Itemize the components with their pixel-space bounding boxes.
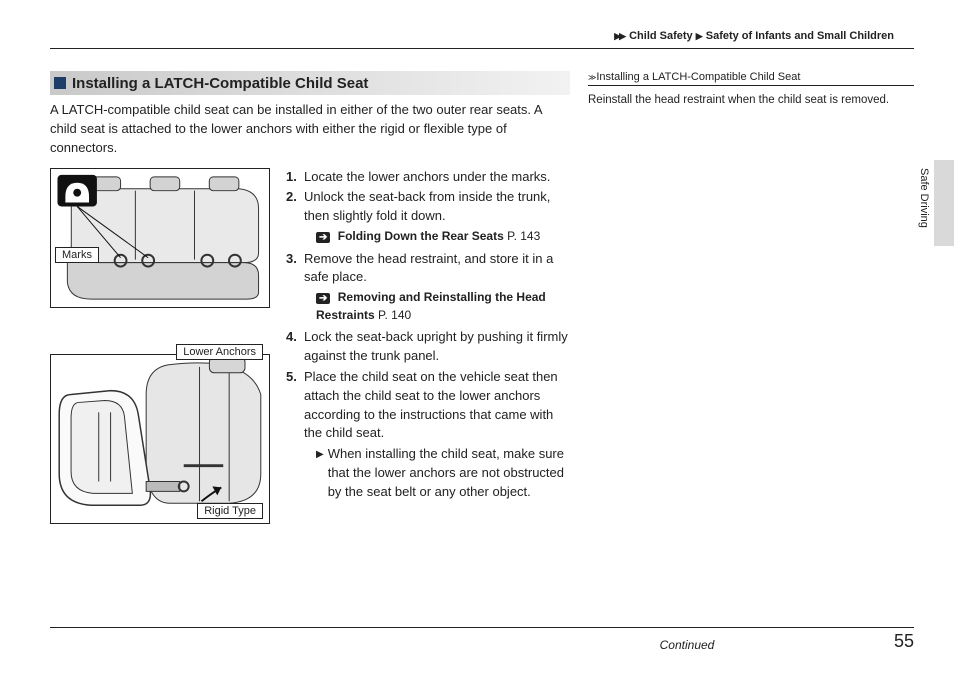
chapter-label: Safe Driving bbox=[918, 168, 930, 228]
xref-page: P. 140 bbox=[378, 308, 411, 322]
figure-and-steps: Marks bbox=[50, 168, 570, 524]
step-item: 3. Remove the head restraint, and store … bbox=[286, 250, 570, 288]
step-text: Place the child seat on the vehicle seat… bbox=[304, 368, 570, 443]
bullet-arrow-icon: ▶ bbox=[316, 448, 324, 502]
breadcrumb-arrow-icon: ▶▶ bbox=[614, 31, 624, 41]
step-number: 1. bbox=[286, 168, 304, 187]
heading-marker-icon bbox=[54, 77, 66, 89]
step-number: 3. bbox=[286, 250, 304, 288]
rule-top bbox=[50, 48, 914, 49]
step-text: Remove the head restraint, and store it … bbox=[304, 250, 570, 288]
xref-arrow-icon: ➔ bbox=[316, 293, 330, 304]
step-text: Unlock the seat-back from inside the tru… bbox=[304, 188, 570, 226]
figure-rigid-type: Lower Anchors Rigid Type bbox=[50, 354, 270, 524]
chapter-tab bbox=[934, 160, 954, 246]
breadcrumb-seg-2: Safety of Infants and Small Children bbox=[706, 30, 894, 42]
notes-arrow-icon: ≫ bbox=[588, 73, 594, 82]
xref-arrow-icon: ➔ bbox=[316, 232, 330, 243]
step-item: 2. Unlock the seat-back from inside the … bbox=[286, 188, 570, 226]
figure-label-marks: Marks bbox=[55, 247, 99, 263]
figure-column: Marks bbox=[50, 168, 270, 524]
continued-label: Continued bbox=[660, 638, 715, 652]
page-footer: Continued 55 bbox=[50, 631, 914, 652]
section-title: Installing a LATCH-Compatible Child Seat bbox=[72, 75, 368, 92]
steps-list: 1. Locate the lower anchors under the ma… bbox=[286, 168, 570, 524]
step-item: 1. Locate the lower anchors under the ma… bbox=[286, 168, 570, 187]
breadcrumb-seg-1: Child Safety bbox=[629, 30, 693, 42]
notes-column: ≫ Installing a LATCH-Compatible Child Se… bbox=[588, 71, 914, 524]
xref-page: P. 143 bbox=[507, 229, 540, 243]
cross-reference: ➔ Folding Down the Rear Seats P. 143 bbox=[316, 228, 570, 246]
breadcrumb: ▶▶ Child Safety ▶ Safety of Infants and … bbox=[50, 30, 914, 42]
main-column: Installing a LATCH-Compatible Child Seat… bbox=[50, 71, 570, 524]
child-seat-diagram-icon bbox=[51, 355, 269, 523]
cross-reference: ➔ Removing and Reinstalling the Head Res… bbox=[316, 289, 570, 324]
notes-title: Installing a LATCH-Compatible Child Seat bbox=[596, 71, 800, 83]
manual-page: ▶▶ Child Safety ▶ Safety of Infants and … bbox=[0, 0, 954, 674]
step-number: 4. bbox=[286, 328, 304, 366]
step-text: Lock the seat-back upright by pushing it… bbox=[304, 328, 570, 366]
figure-label-rigid-type: Rigid Type bbox=[197, 503, 263, 519]
page-number: 55 bbox=[894, 631, 914, 652]
step-item: 4. Lock the seat-back upright by pushing… bbox=[286, 328, 570, 366]
step-number: 2. bbox=[286, 188, 304, 226]
sub-bullet-text: When installing the child seat, make sur… bbox=[328, 445, 570, 502]
two-column-layout: Installing a LATCH-Compatible Child Seat… bbox=[50, 71, 914, 524]
xref-title: Folding Down the Rear Seats bbox=[338, 229, 504, 243]
step-text: Locate the lower anchors under the marks… bbox=[304, 168, 570, 187]
figure-latch-marks: Marks bbox=[50, 168, 270, 308]
breadcrumb-arrow-icon: ▶ bbox=[696, 31, 701, 41]
rule-bottom bbox=[50, 627, 914, 628]
seat-diagram-icon bbox=[51, 169, 269, 307]
sub-bullet: ▶ When installing the child seat, make s… bbox=[316, 445, 570, 502]
xref-title: Removing and Reinstalling the Head Restr… bbox=[316, 290, 546, 322]
notes-heading: ≫ Installing a LATCH-Compatible Child Se… bbox=[588, 71, 914, 86]
section-heading: Installing a LATCH-Compatible Child Seat bbox=[50, 71, 570, 95]
step-item: 5. Place the child seat on the vehicle s… bbox=[286, 368, 570, 443]
figure-label-lower-anchors: Lower Anchors bbox=[176, 344, 263, 360]
step-number: 5. bbox=[286, 368, 304, 443]
notes-body: Reinstall the head restraint when the ch… bbox=[588, 92, 914, 108]
intro-text: A LATCH-compatible child seat can be ins… bbox=[50, 101, 570, 158]
